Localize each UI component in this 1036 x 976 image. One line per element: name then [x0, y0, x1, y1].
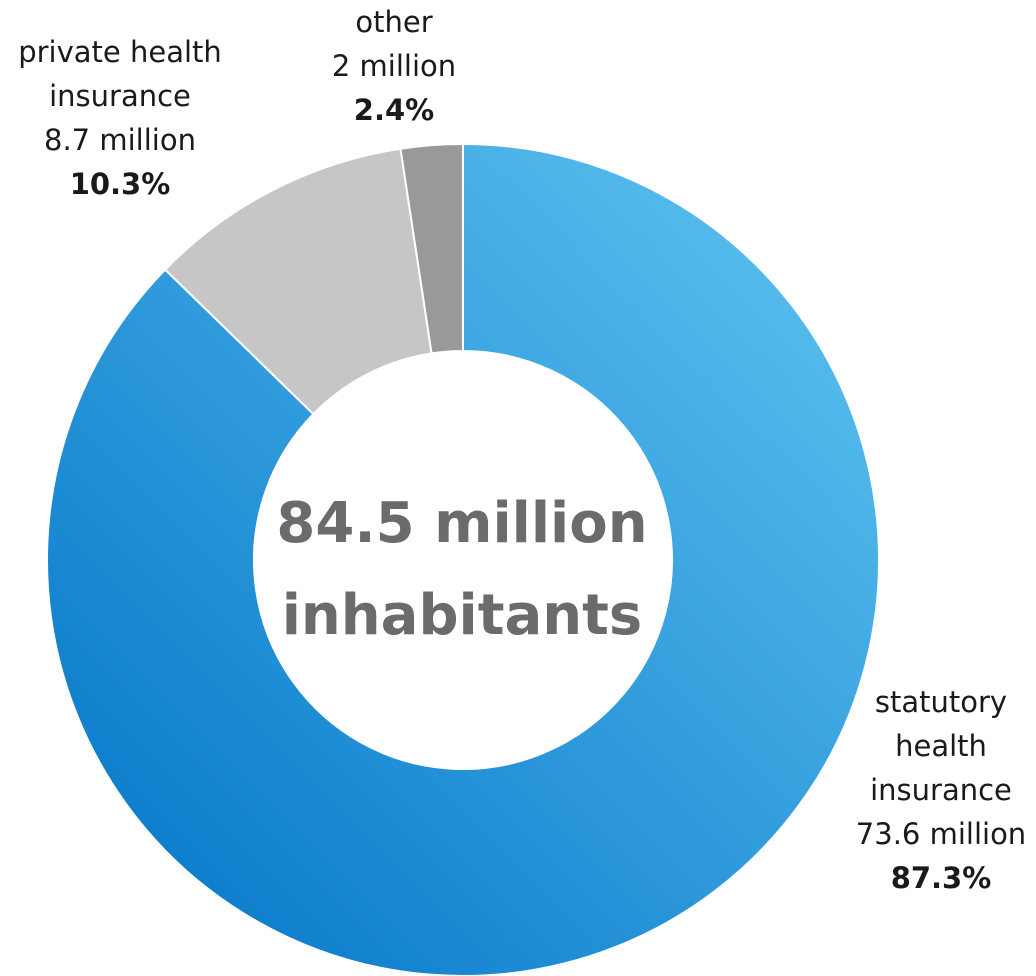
slice-label-private-value: 8.7 million — [44, 123, 196, 157]
slice-label-statutory-name-line2: health — [895, 729, 987, 763]
slice-statutory-health-insurance — [45, 142, 880, 976]
slice-label-private-name-line1: private health — [18, 35, 222, 69]
slice-label-private-name-line2: insurance — [49, 79, 191, 113]
slice-label-other-percent: 2.4% — [353, 93, 435, 127]
slice-label-statutory-percent: 87.3% — [890, 861, 992, 895]
slice-label-other-name: other — [355, 5, 433, 39]
slice-other — [399, 142, 464, 355]
center-label: 84.5 million inhabitants — [262, 478, 662, 662]
center-label-line1: 84.5 million — [276, 491, 648, 556]
center-label-line2: inhabitants — [281, 583, 643, 648]
slice-label-statutory-name-line1: statutory — [874, 685, 1008, 719]
slice-label-private-percent: 10.3% — [69, 167, 171, 201]
slice-label-statutory-value: 73.6 million — [855, 817, 1027, 851]
slice-label-other-value: 2 million — [331, 49, 457, 83]
slice-label-private: private health insurance 8.7 million 10.… — [0, 30, 240, 206]
slice-label-statutory-name-line3: insurance — [870, 773, 1012, 807]
slice-label-statutory: statutory health insurance 73.6 million … — [846, 680, 1036, 900]
slice-label-other: other 2 million 2.4% — [314, 0, 474, 132]
